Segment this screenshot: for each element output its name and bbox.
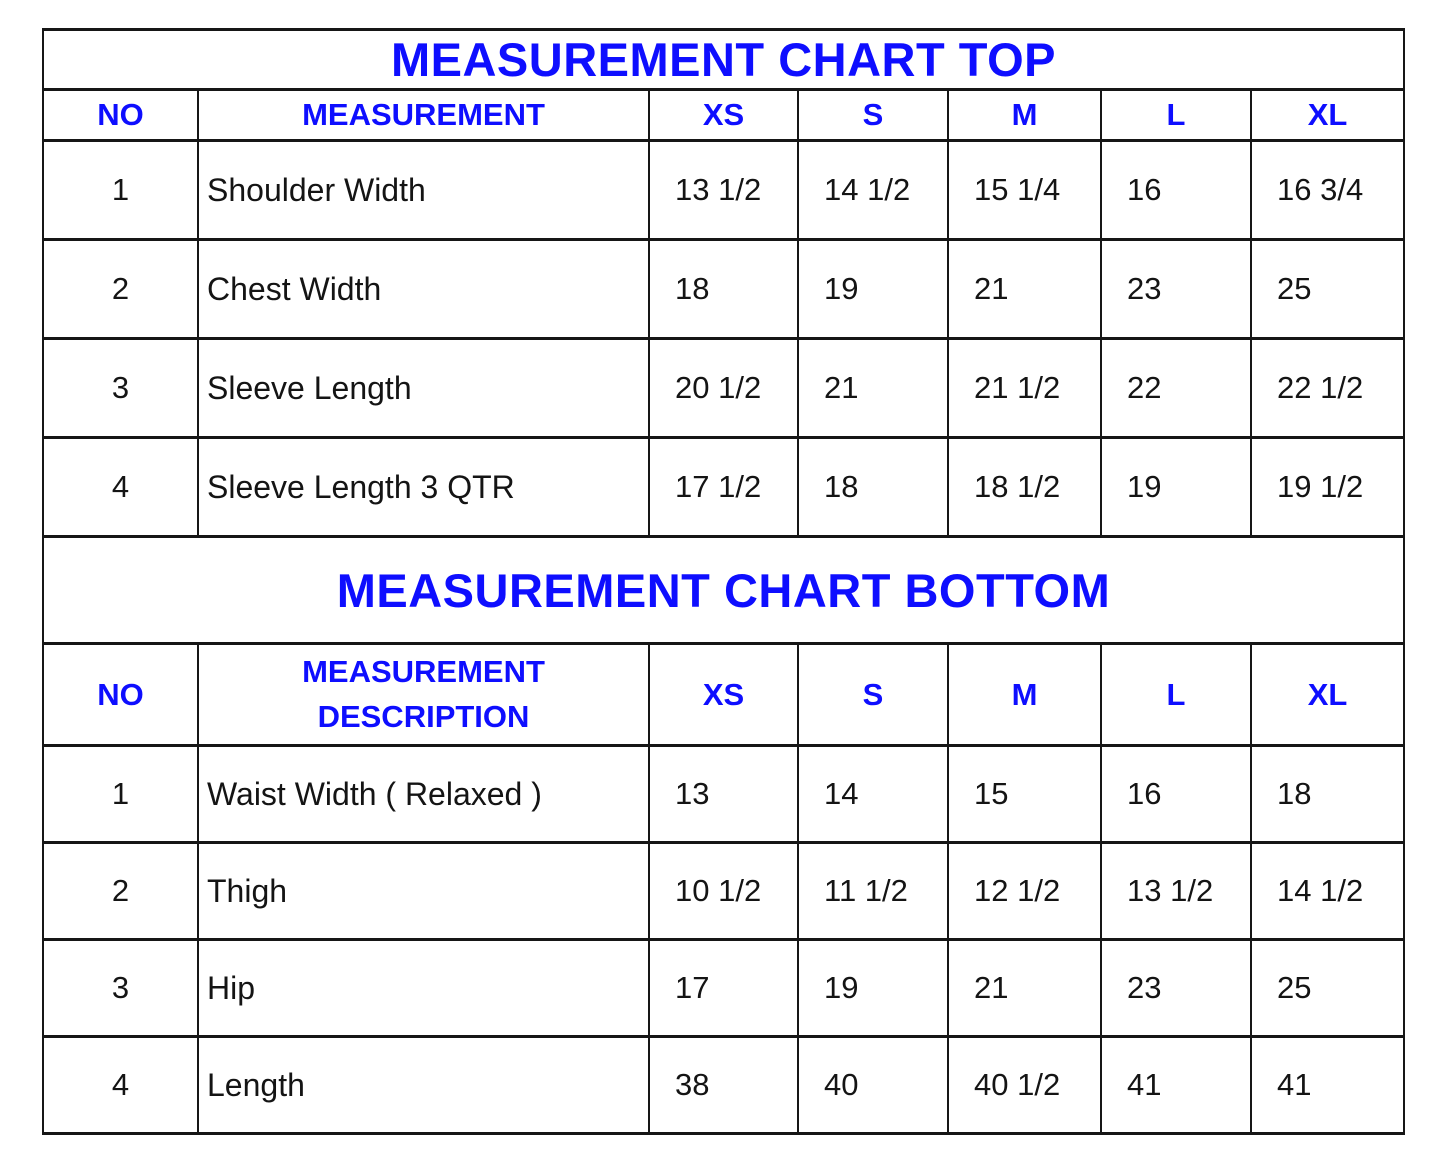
bottom-header-size-l: L [1100, 642, 1252, 747]
top-row-2-measurement: Chest Width [197, 238, 650, 340]
bottom-row-2-s: 11 1/2 [797, 841, 949, 941]
top-header-size-xs: XS [648, 88, 799, 142]
top-header-size-xl: XL [1250, 88, 1405, 142]
top-row-4-measurement: Sleeve Length 3 QTR [197, 436, 650, 538]
top-header-size-m: M [947, 88, 1102, 142]
bottom-row-4-m: 40 1/2 [947, 1035, 1102, 1135]
top-row-1-xs: 13 1/2 [648, 139, 799, 241]
bottom-row-3-s: 19 [797, 938, 949, 1038]
bottom-header-size-m: M [947, 642, 1102, 747]
top-row-4-m: 18 1/2 [947, 436, 1102, 538]
bottom-header-size-s: S [797, 642, 949, 747]
top-row-1-l: 16 [1100, 139, 1252, 241]
top-row-4-xl: 19 1/2 [1250, 436, 1405, 538]
bottom-row-3-xl: 25 [1250, 938, 1405, 1038]
top-row-2-l: 23 [1100, 238, 1252, 340]
bottom-row-3-measurement: Hip [197, 938, 650, 1038]
bottom-chart-header-row: NO MEASUREMENT DESCRIPTION XS S M L XL [42, 642, 1405, 747]
bottom-row-4-l: 41 [1100, 1035, 1252, 1135]
bottom-row-3-xs: 17 [648, 938, 799, 1038]
top-chart-title: MEASUREMENT CHART TOP [42, 28, 1405, 91]
bottom-row-4-xs: 38 [648, 1035, 799, 1135]
top-row-3-m: 21 1/2 [947, 337, 1102, 439]
bottom-row-1-l: 16 [1100, 744, 1252, 844]
top-row-2-xl: 25 [1250, 238, 1405, 340]
top-row-3-xl: 22 1/2 [1250, 337, 1405, 439]
top-row-3-xs: 20 1/2 [648, 337, 799, 439]
top-row-4-xs: 17 1/2 [648, 436, 799, 538]
table-row: 3 Hip 17 19 21 23 25 [42, 938, 1405, 1038]
top-row-4-no: 4 [42, 436, 199, 538]
top-row-2-xs: 18 [648, 238, 799, 340]
top-header-size-s: S [797, 88, 949, 142]
top-row-3-l: 22 [1100, 337, 1252, 439]
top-header-measurement: MEASUREMENT [197, 88, 650, 142]
bottom-row-2-m: 12 1/2 [947, 841, 1102, 941]
bottom-row-1-no: 1 [42, 744, 199, 844]
bottom-row-2-xs: 10 1/2 [648, 841, 799, 941]
top-row-3-no: 3 [42, 337, 199, 439]
top-row-2-no: 2 [42, 238, 199, 340]
bottom-row-3-l: 23 [1100, 938, 1252, 1038]
top-chart-header-row: NO MEASUREMENT XS S M L XL [42, 88, 1405, 142]
bottom-row-1-s: 14 [797, 744, 949, 844]
top-row-3-s: 21 [797, 337, 949, 439]
bottom-header-measurement-description: MEASUREMENT DESCRIPTION [197, 642, 650, 747]
table-row: 1 Waist Width ( Relaxed ) 13 14 15 16 18 [42, 744, 1405, 844]
bottom-row-1-xs: 13 [648, 744, 799, 844]
bottom-row-1-measurement: Waist Width ( Relaxed ) [197, 744, 650, 844]
bottom-row-4-no: 4 [42, 1035, 199, 1135]
bottom-header-size-xs: XS [648, 642, 799, 747]
table-row: 4 Sleeve Length 3 QTR 17 1/2 18 18 1/2 1… [42, 436, 1405, 538]
bottom-header-measurement-line2: DESCRIPTION [317, 698, 530, 734]
top-row-1-m: 15 1/4 [947, 139, 1102, 241]
top-row-1-no: 1 [42, 139, 199, 241]
bottom-row-3-no: 3 [42, 938, 199, 1038]
size-chart-sheet: MEASUREMENT CHART TOP NO MEASUREMENT XS … [42, 28, 1405, 1135]
table-row: 3 Sleeve Length 20 1/2 21 21 1/2 22 22 1… [42, 337, 1405, 439]
table-row: 4 Length 38 40 40 1/2 41 41 [42, 1035, 1405, 1135]
size-chart-table: MEASUREMENT CHART TOP NO MEASUREMENT XS … [42, 28, 1405, 1135]
top-row-2-m: 21 [947, 238, 1102, 340]
bottom-row-2-xl: 14 1/2 [1250, 841, 1405, 941]
bottom-row-3-m: 21 [947, 938, 1102, 1038]
bottom-header-no: NO [42, 642, 199, 747]
bottom-chart-title: MEASUREMENT CHART BOTTOM [42, 535, 1405, 645]
top-row-1-measurement: Shoulder Width [197, 139, 650, 241]
top-row-1-s: 14 1/2 [797, 139, 949, 241]
bottom-row-2-measurement: Thigh [197, 841, 650, 941]
bottom-row-2-l: 13 1/2 [1100, 841, 1252, 941]
top-header-no: NO [42, 88, 199, 142]
bottom-header-measurement-line1: MEASUREMENT [302, 653, 545, 689]
bottom-row-1-m: 15 [947, 744, 1102, 844]
table-row: 2 Thigh 10 1/2 11 1/2 12 1/2 13 1/2 14 1… [42, 841, 1405, 941]
top-row-3-measurement: Sleeve Length [197, 337, 650, 439]
bottom-row-4-s: 40 [797, 1035, 949, 1135]
table-row: 2 Chest Width 18 19 21 23 25 [42, 238, 1405, 340]
top-row-2-s: 19 [797, 238, 949, 340]
top-row-1-xl: 16 3/4 [1250, 139, 1405, 241]
top-header-size-l: L [1100, 88, 1252, 142]
top-row-4-s: 18 [797, 436, 949, 538]
bottom-header-size-xl: XL [1250, 642, 1405, 747]
bottom-row-4-measurement: Length [197, 1035, 650, 1135]
bottom-row-4-xl: 41 [1250, 1035, 1405, 1135]
table-row: 1 Shoulder Width 13 1/2 14 1/2 15 1/4 16… [42, 139, 1405, 241]
bottom-row-2-no: 2 [42, 841, 199, 941]
top-row-4-l: 19 [1100, 436, 1252, 538]
bottom-row-1-xl: 18 [1250, 744, 1405, 844]
